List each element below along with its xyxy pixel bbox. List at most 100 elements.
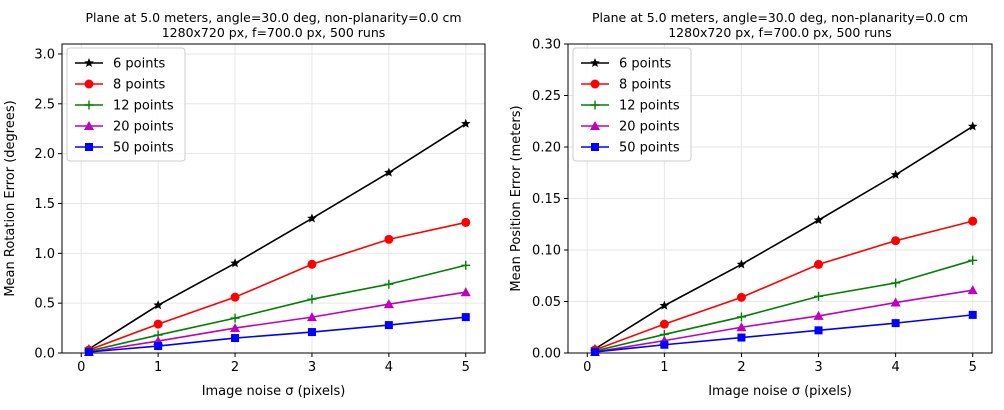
data-point: [461, 313, 470, 322]
legend-marker: [84, 79, 94, 89]
x-tick-label: 3: [308, 360, 316, 375]
x-tick-label: 4: [891, 360, 899, 375]
series-line: [594, 125, 974, 350]
x-tick-label: 0: [77, 360, 85, 375]
y-tick-label: 0.00: [532, 347, 561, 362]
legend-marker: [590, 79, 600, 89]
legend-label: 50 points: [619, 141, 680, 156]
data-point: [967, 285, 978, 295]
legend-label: 20 points: [619, 120, 680, 135]
data-point: [384, 167, 394, 177]
data-point: [968, 216, 978, 226]
legend-marker: [84, 121, 94, 130]
data-point: [659, 300, 670, 310]
y-tick-label: 1.5: [34, 197, 55, 212]
y-tick-label: 2.0: [34, 147, 55, 162]
data-point: [890, 169, 901, 179]
data-point: [736, 259, 747, 269]
legend-marker: [84, 100, 94, 110]
y-tick-label: 0.25: [532, 89, 561, 104]
legend-label: 8 points: [619, 78, 672, 93]
chart-title-line: 1280x720 px, f=700.0 px, 500 runs: [668, 25, 892, 40]
legend-marker: [590, 58, 600, 68]
y-axis-label: Mean Rotation Error (degrees): [3, 100, 18, 296]
data-point: [230, 292, 240, 302]
data-point: [891, 236, 901, 246]
data-point: [968, 310, 977, 319]
data-point: [307, 294, 317, 304]
x-tick-label: 2: [231, 360, 239, 375]
series-line: [594, 220, 973, 351]
data-point: [814, 291, 824, 301]
legend-label: 8 points: [113, 78, 166, 93]
legend-box: [66, 47, 186, 162]
x-axis-label: Image noise σ (pixels): [708, 384, 852, 399]
x-tick-label: 0: [583, 360, 591, 375]
y-tick-label: 0.10: [532, 244, 561, 259]
data-point: [384, 279, 394, 289]
data-point: [384, 321, 393, 330]
legend: 6 points 8 points 12 points 20 points 50 poi…: [66, 47, 186, 162]
rotation-error-chart: Plane at 5.0 meters, angle=30.0 deg, non…: [3, 10, 486, 399]
data-point: [154, 342, 163, 351]
position-error-chart: Plane at 5.0 meters, angle=30.0 deg, non…: [509, 10, 993, 399]
data-point: [84, 348, 93, 357]
series-12-points: [590, 255, 978, 356]
data-point: [737, 333, 746, 342]
y-tick-label: 3.0: [34, 47, 55, 62]
x-tick-label: 4: [385, 360, 393, 375]
legend-label: 12 points: [619, 99, 680, 114]
data-point: [736, 312, 746, 322]
data-point: [230, 323, 241, 333]
series-line: [88, 291, 466, 353]
y-tick-label: 0.05: [532, 295, 561, 310]
series-12-points: [84, 260, 471, 356]
series-line: [88, 264, 466, 352]
y-tick-label: 2.5: [34, 97, 55, 112]
legend-box: [572, 47, 692, 162]
y-tick-label: 0.30: [532, 38, 561, 53]
x-axis-label: Image noise σ (pixels): [202, 384, 346, 399]
data-point: [384, 234, 394, 244]
y-tick-label: 1.0: [34, 247, 55, 262]
plot-frame: [61, 43, 486, 354]
x-tick-label: 2: [737, 360, 745, 375]
series-50-points: [84, 313, 470, 357]
data-point: [736, 292, 746, 302]
chart-title-line: 1280x720 px, f=700.0 px, 500 runs: [162, 25, 386, 40]
data-point: [153, 300, 163, 310]
series-line: [88, 123, 467, 350]
data-point: [813, 310, 824, 320]
data-point: [891, 278, 901, 288]
data-point: [590, 347, 599, 356]
legend-marker: [590, 100, 600, 110]
data-point: [153, 319, 163, 329]
data-point: [307, 328, 316, 337]
legend-label: 6 points: [113, 57, 166, 72]
series-line: [594, 289, 973, 353]
data-point: [736, 322, 747, 332]
data-point: [230, 313, 240, 323]
y-tick-label: 0.5: [34, 297, 55, 312]
chart-title-line: Plane at 5.0 meters, angle=30.0 deg, non…: [85, 10, 461, 25]
x-tick-label: 1: [154, 360, 162, 375]
series-8-points: [84, 217, 471, 355]
y-tick-label: 0.20: [532, 141, 561, 156]
legend-marker: [590, 121, 600, 130]
legend-marker: [84, 58, 94, 68]
data-point: [460, 287, 471, 297]
data-point: [383, 299, 394, 309]
data-point: [230, 258, 240, 268]
data-point: [660, 340, 669, 349]
legend-label: 50 points: [113, 141, 174, 156]
chart-title-line: Plane at 5.0 meters, angle=30.0 deg, non…: [592, 10, 968, 25]
data-point: [891, 319, 900, 328]
data-point: [461, 118, 471, 128]
x-tick-label: 1: [660, 360, 668, 375]
y-tick-label: 0.15: [532, 192, 561, 207]
legend: 6 points 8 points 12 points 20 points 50 poi…: [572, 47, 692, 162]
legend-label: 6 points: [619, 57, 672, 72]
data-point: [461, 217, 471, 227]
data-point: [306, 312, 317, 322]
